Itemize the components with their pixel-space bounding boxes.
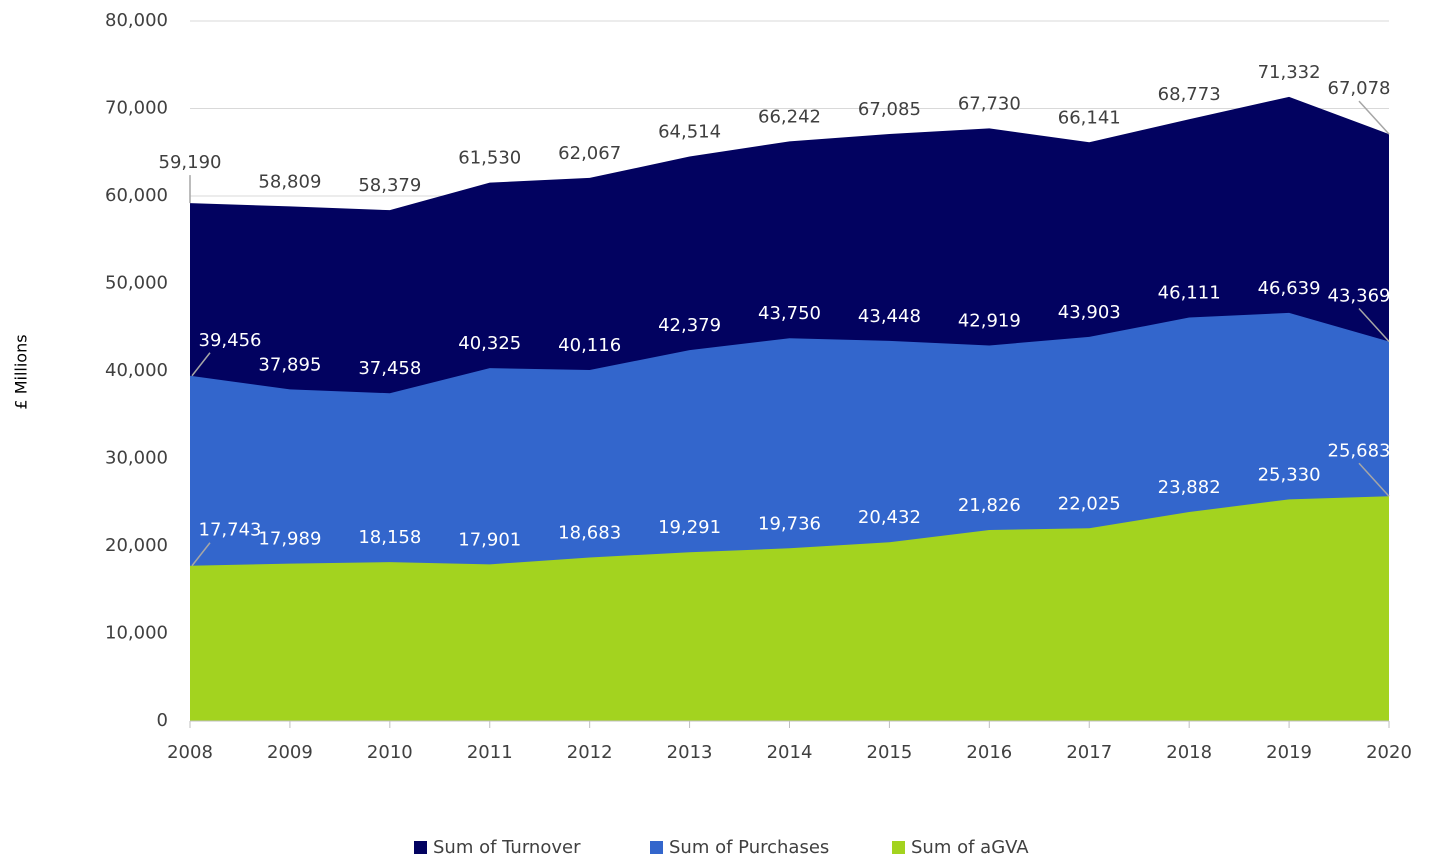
x-tick-label: 2018	[1166, 742, 1212, 763]
data-label: 61,530	[458, 148, 521, 169]
data-label: 40,325	[458, 333, 521, 354]
data-label: 37,458	[358, 358, 421, 379]
y-axis-label: £ Millions	[12, 334, 31, 409]
y-tick-label: 10,000	[105, 623, 168, 644]
data-label: 66,242	[758, 106, 821, 127]
data-label: 67,078	[1328, 78, 1391, 99]
data-label: 19,736	[758, 513, 821, 534]
data-label: 25,330	[1258, 464, 1321, 485]
data-label: 19,291	[658, 517, 721, 538]
data-label: 43,448	[858, 306, 921, 327]
data-label: 42,919	[958, 310, 1021, 331]
data-label: 66,141	[1058, 107, 1121, 128]
y-tick-label: 40,000	[105, 360, 168, 381]
data-label: 25,683	[1328, 440, 1391, 461]
legend-swatch	[414, 841, 427, 854]
data-label: 22,025	[1058, 493, 1121, 514]
y-tick-label: 50,000	[105, 273, 168, 294]
data-label: 58,379	[358, 175, 421, 196]
x-tick-label: 2017	[1066, 742, 1112, 763]
y-tick-label: 20,000	[105, 535, 168, 556]
leader-line	[191, 352, 211, 377]
leader-line	[191, 542, 211, 567]
leader-line	[1358, 100, 1390, 135]
data-label: 68,773	[1158, 84, 1221, 105]
x-tick-label: 2013	[667, 742, 713, 763]
data-label: 39,456	[199, 330, 262, 351]
data-label: 46,639	[1258, 278, 1321, 299]
x-tick-label: 2014	[767, 742, 813, 763]
y-tick-label: 30,000	[105, 448, 168, 469]
legend-label: Sum of aGVA	[911, 837, 1029, 858]
data-label: 18,158	[358, 527, 421, 548]
data-label: 23,882	[1158, 477, 1221, 498]
data-label: 17,743	[199, 520, 262, 541]
data-label: 64,514	[658, 122, 721, 143]
legend-swatch	[650, 841, 663, 854]
leader-line	[1358, 308, 1390, 343]
data-label: 18,683	[558, 523, 621, 544]
data-label: 43,750	[758, 303, 821, 324]
data-label: 71,332	[1258, 62, 1321, 83]
data-label: 43,369	[1328, 286, 1391, 307]
x-tick-label: 2020	[1366, 742, 1412, 763]
legend-swatch	[892, 841, 905, 854]
data-label: 17,989	[258, 529, 321, 550]
data-label: 59,190	[159, 152, 222, 173]
data-label: 40,116	[558, 335, 621, 356]
data-label: 67,730	[958, 93, 1021, 114]
x-tick-label: 2009	[267, 742, 313, 763]
data-label: 58,809	[258, 171, 321, 192]
leader-line	[1358, 462, 1390, 497]
legend-label: Sum of Turnover	[433, 837, 581, 858]
x-tick-label: 2008	[167, 742, 213, 763]
data-label: 21,826	[958, 495, 1021, 516]
data-label: 42,379	[658, 315, 721, 336]
x-tick-label: 2011	[467, 742, 513, 763]
x-tick-label: 2019	[1266, 742, 1312, 763]
data-label: 20,432	[858, 507, 921, 528]
x-tick-label: 2012	[567, 742, 613, 763]
y-tick-label: 80,000	[105, 10, 168, 31]
y-tick-label: 0	[157, 710, 168, 731]
data-label: 67,085	[858, 99, 921, 120]
data-label: 46,111	[1158, 283, 1221, 304]
x-tick-label: 2015	[867, 742, 913, 763]
data-label: 62,067	[558, 143, 621, 164]
data-label: 37,895	[258, 354, 321, 375]
x-tick-label: 2010	[367, 742, 413, 763]
y-tick-label: 60,000	[105, 185, 168, 206]
x-tick-label: 2016	[966, 742, 1012, 763]
area	[190, 496, 1389, 721]
data-label: 43,903	[1058, 302, 1121, 323]
y-tick-label: 70,000	[105, 98, 168, 119]
legend-label: Sum of Purchases	[669, 837, 829, 858]
data-label: 17,901	[458, 529, 521, 550]
